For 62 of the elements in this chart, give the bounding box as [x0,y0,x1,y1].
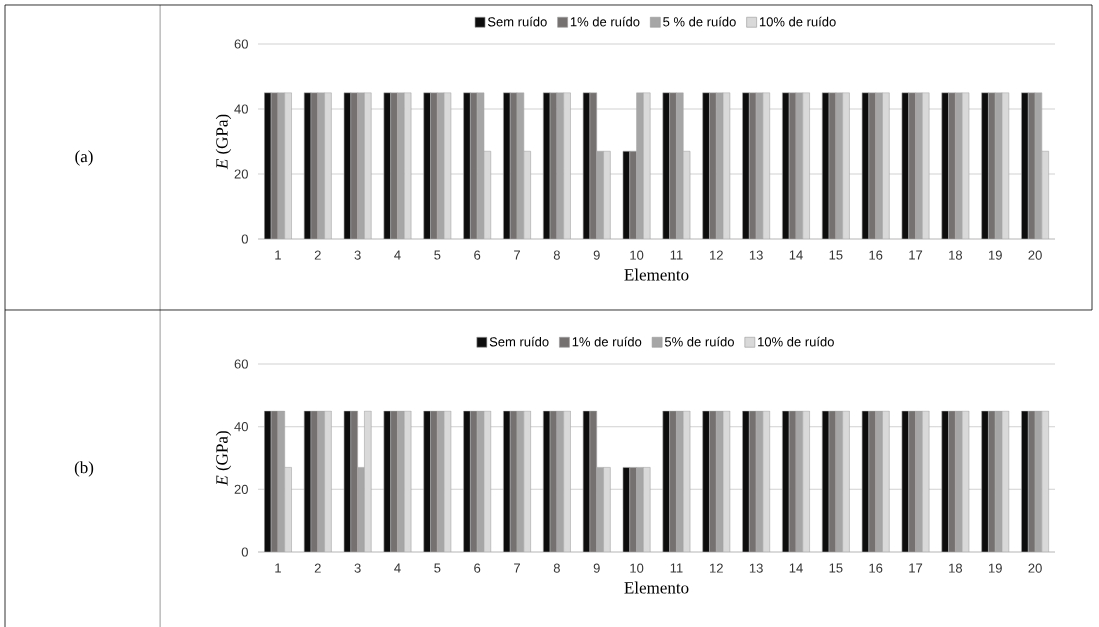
y-tick-label: 60 [234,359,248,369]
x-tick-label: 3 [354,250,361,260]
text: (a) [75,150,93,166]
x-tick-label: 8 [553,563,560,573]
x-tick-label: 17 [909,250,923,260]
x-tick-label: 16 [869,563,883,573]
y-axis-title: E (GPa) [215,431,232,486]
x-tick-label: 11 [670,250,683,260]
legend-label: 10% de ruído [758,336,834,347]
legend-label: Sem ruído [487,16,547,27]
x-tick-label: 12 [710,250,723,260]
x-tick-label: 15 [829,250,843,260]
x-tick-label: 7 [514,250,520,260]
x-tick-label: 6 [474,563,481,573]
x-tick-label: 14 [789,250,803,260]
x-tick-label: 13 [749,250,763,260]
x-tick-label: 5 [434,563,441,573]
x-tick-label: 3 [354,563,361,573]
y-axis-title: E (GPa) [215,114,232,170]
x-tick-label: 12 [710,563,723,573]
y-tick-label: 0 [241,547,248,557]
x-tick-label: 5 [434,250,441,260]
x-tick-label: 19 [988,250,1002,260]
x-tick-label: 19 [988,563,1002,573]
x-tick-label: 20 [1028,250,1042,260]
x-tick-label: 10 [630,563,644,573]
legend-label: 1% de ruído [570,16,640,27]
x-axis-title: Elemento [624,268,689,281]
y-tick-label: 20 [234,169,248,179]
x-tick-label: 6 [474,250,481,260]
y-tick-label: 60 [234,39,248,49]
text: (b) [74,461,94,477]
x-tick-label: 1 [275,250,281,260]
legend-label: 5% de ruído [664,336,734,347]
x-tick-label: 13 [749,563,763,573]
y-tick-label: 40 [234,104,248,114]
x-tick-label: 9 [593,250,600,260]
x-tick-label: 7 [514,563,520,573]
x-tick-label: 18 [949,563,963,573]
x-tick-label: 11 [670,563,683,573]
x-tick-label: 2 [314,563,321,573]
y-tick-label: 40 [234,422,248,432]
x-tick-label: 9 [593,563,600,573]
x-tick-label: 17 [909,563,923,573]
x-tick-label: 2 [314,250,321,260]
y-tick-label: 0 [241,234,248,244]
y-tick-label: 20 [234,484,248,494]
x-tick-label: 1 [275,563,281,573]
legend-label: Sem ruído [489,336,549,347]
x-tick-label: 8 [553,250,560,260]
legend-label: 10% de ruído [759,16,836,27]
x-tick-label: 14 [789,563,803,573]
legend-label: 5 % de ruído [663,16,736,27]
x-tick-label: 18 [949,250,963,260]
x-tick-label: 4 [394,250,401,260]
x-tick-label: 10 [630,250,644,260]
x-tick-label: 4 [394,563,401,573]
x-tick-label: 15 [829,563,843,573]
x-tick-label: 20 [1028,563,1042,573]
x-axis-title: Elemento [624,581,689,594]
x-tick-label: 16 [869,250,883,260]
legend-label: 1% de ruído [572,336,642,347]
